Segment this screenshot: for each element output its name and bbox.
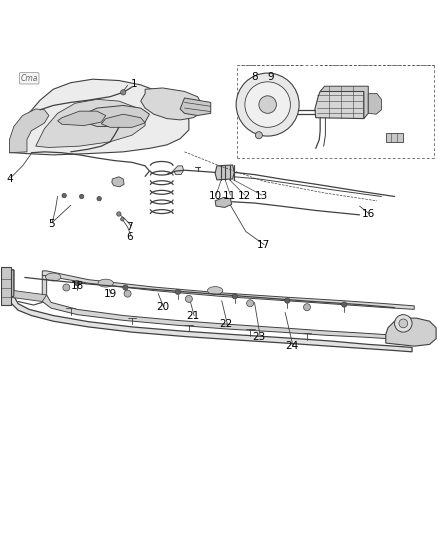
Text: 20: 20 [155, 302, 169, 312]
Polygon shape [367, 94, 381, 114]
Text: 5: 5 [48, 219, 54, 229]
Circle shape [185, 295, 192, 302]
Circle shape [62, 193, 66, 198]
Circle shape [236, 73, 298, 136]
Text: 4: 4 [6, 174, 13, 184]
Polygon shape [180, 98, 210, 116]
Circle shape [120, 217, 124, 221]
Circle shape [244, 82, 290, 127]
Circle shape [63, 284, 70, 291]
Polygon shape [112, 177, 124, 187]
Circle shape [124, 290, 131, 297]
Text: 10: 10 [208, 191, 221, 201]
Polygon shape [10, 270, 14, 297]
Polygon shape [215, 165, 234, 180]
Circle shape [394, 314, 411, 332]
Text: 11: 11 [223, 191, 236, 201]
Text: 16: 16 [361, 209, 374, 219]
Text: 22: 22 [219, 319, 232, 329]
Polygon shape [42, 271, 413, 309]
Text: 24: 24 [284, 341, 298, 351]
Circle shape [74, 280, 80, 286]
Circle shape [284, 298, 289, 303]
Text: 23: 23 [252, 332, 265, 342]
Circle shape [123, 285, 128, 290]
Polygon shape [84, 106, 149, 126]
Text: 1: 1 [131, 78, 137, 88]
Polygon shape [57, 111, 106, 126]
Polygon shape [314, 92, 363, 118]
Polygon shape [319, 86, 367, 118]
Polygon shape [385, 318, 435, 346]
Ellipse shape [46, 273, 61, 281]
Circle shape [341, 302, 346, 307]
Circle shape [232, 294, 237, 299]
Text: 7: 7 [126, 222, 133, 232]
Circle shape [120, 90, 126, 95]
Circle shape [398, 319, 407, 328]
Text: 13: 13 [254, 191, 267, 201]
Circle shape [117, 212, 121, 216]
Polygon shape [42, 275, 394, 339]
Text: 6: 6 [126, 232, 133, 242]
Polygon shape [215, 197, 231, 207]
Polygon shape [385, 133, 403, 142]
Circle shape [258, 96, 276, 114]
Polygon shape [10, 270, 411, 352]
Polygon shape [101, 114, 145, 127]
Text: Cma: Cma [21, 74, 38, 83]
Ellipse shape [98, 279, 113, 287]
Text: 8: 8 [251, 72, 257, 83]
Polygon shape [10, 109, 49, 153]
Text: 18: 18 [71, 281, 84, 291]
Text: 9: 9 [267, 72, 274, 83]
Circle shape [303, 304, 310, 311]
Circle shape [79, 195, 84, 199]
Polygon shape [173, 166, 183, 175]
Polygon shape [1, 266, 11, 305]
Circle shape [175, 289, 180, 295]
Polygon shape [10, 290, 46, 302]
Circle shape [255, 132, 262, 139]
Circle shape [246, 300, 253, 307]
Polygon shape [10, 79, 188, 155]
Text: 19: 19 [103, 289, 117, 298]
Circle shape [97, 197, 101, 201]
Ellipse shape [207, 287, 222, 295]
Text: 12: 12 [237, 191, 250, 201]
Polygon shape [35, 99, 145, 148]
Text: 21: 21 [186, 311, 199, 320]
Text: 17: 17 [256, 240, 269, 251]
Polygon shape [141, 88, 201, 120]
